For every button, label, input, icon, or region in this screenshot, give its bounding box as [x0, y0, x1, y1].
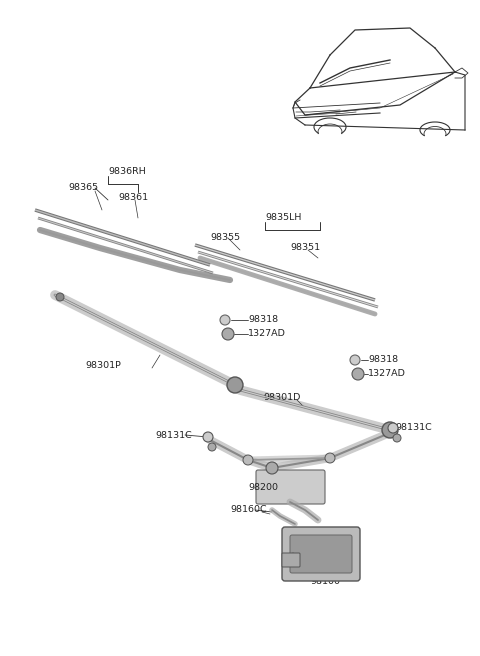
- Text: 1327AD: 1327AD: [248, 329, 286, 338]
- Circle shape: [325, 453, 335, 463]
- Circle shape: [203, 432, 213, 442]
- Circle shape: [243, 455, 253, 465]
- Text: 98355: 98355: [210, 234, 240, 243]
- Text: 98200: 98200: [248, 483, 278, 491]
- Text: 1327AD: 1327AD: [368, 369, 406, 379]
- Text: 98318: 98318: [248, 316, 278, 325]
- Text: 9836RH: 9836RH: [108, 167, 146, 176]
- Text: 9835LH: 9835LH: [265, 213, 301, 222]
- Text: 98160C: 98160C: [230, 506, 266, 514]
- Circle shape: [350, 355, 360, 365]
- Circle shape: [222, 328, 234, 340]
- Text: 98100: 98100: [310, 577, 340, 586]
- Text: 98131C: 98131C: [395, 424, 432, 432]
- Text: 98351: 98351: [290, 243, 320, 253]
- Text: 98131C: 98131C: [155, 430, 192, 440]
- Text: 98318: 98318: [368, 356, 398, 365]
- Circle shape: [388, 423, 398, 433]
- Circle shape: [220, 315, 230, 325]
- Circle shape: [352, 368, 364, 380]
- FancyBboxPatch shape: [256, 470, 325, 504]
- Circle shape: [382, 422, 398, 438]
- Circle shape: [227, 377, 243, 393]
- Circle shape: [266, 462, 278, 474]
- Text: 98361: 98361: [118, 194, 148, 203]
- Text: 98301D: 98301D: [263, 394, 300, 403]
- Text: 98365: 98365: [68, 184, 98, 192]
- Circle shape: [393, 434, 401, 442]
- FancyBboxPatch shape: [282, 553, 300, 567]
- Circle shape: [208, 443, 216, 451]
- Text: 98301P: 98301P: [85, 361, 121, 369]
- Circle shape: [56, 293, 64, 301]
- FancyBboxPatch shape: [290, 535, 352, 573]
- FancyBboxPatch shape: [282, 527, 360, 581]
